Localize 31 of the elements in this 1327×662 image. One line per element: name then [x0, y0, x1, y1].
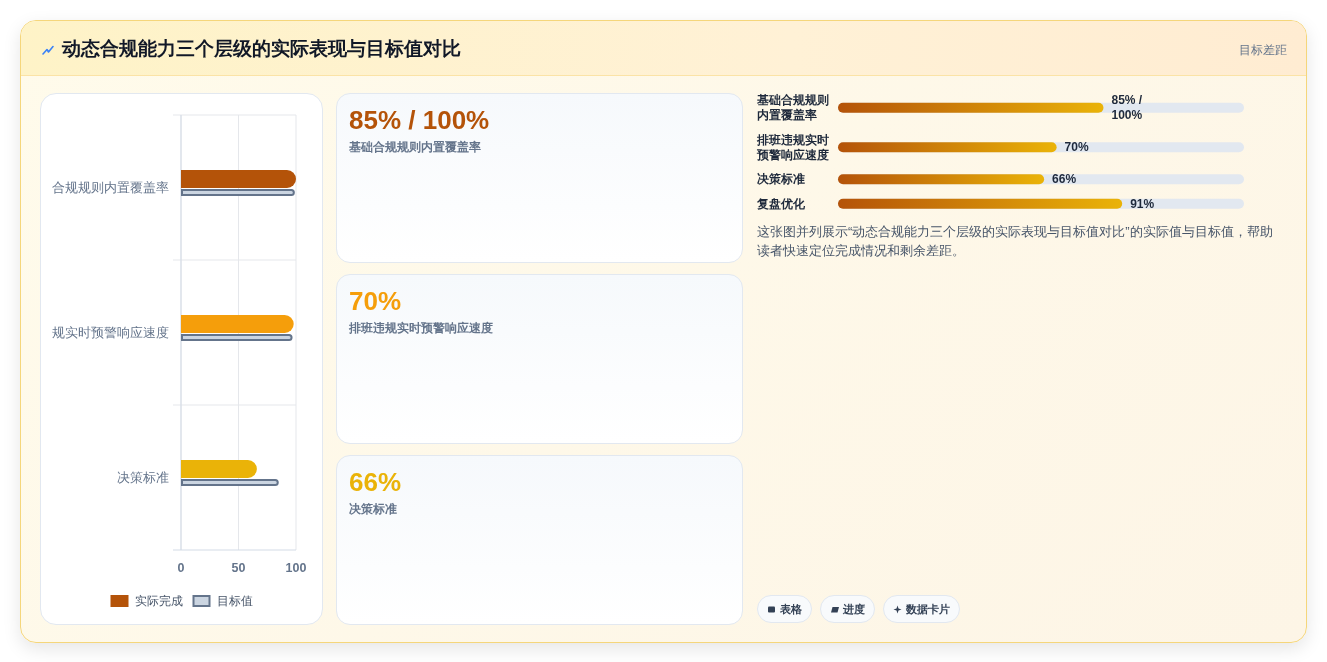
text: 决策标准 — [349, 501, 397, 517]
y-tick-label: 决策标准 — [757, 172, 805, 187]
text: 表格 — [780, 601, 802, 617]
text: 66% — [349, 466, 402, 498]
text: 70% — [349, 285, 402, 317]
y-tick-label: 合规规则内置覆盖率 — [52, 180, 169, 195]
x-tick-label: 0 — [177, 561, 185, 575]
data-label: 91% — [1130, 196, 1155, 211]
text: 进度 — [843, 601, 865, 617]
text: 目标差距 — [1239, 42, 1287, 59]
bar — [181, 315, 294, 333]
text: 85% / 100% — [349, 104, 490, 136]
text: 排班违规实时预警响应速度 — [349, 320, 493, 336]
text: 基础合规规则内置覆盖率 — [349, 139, 481, 155]
y-tick-label: 规实时预警响应速度 — [52, 325, 169, 340]
data-label: 70% — [1064, 140, 1089, 155]
data-label: 85% / 100% — [1111, 93, 1143, 123]
x-tick-label: 50 — [231, 561, 246, 575]
y-tick-label: 基础合规规则内置覆盖率 — [756, 93, 829, 123]
y-tick-label: 复盘优化 — [756, 196, 806, 211]
y-tick-label: 排班违规实时预警响应速度 — [756, 132, 829, 162]
legend-label: 目标值 — [216, 594, 253, 608]
text: 数据卡片 — [906, 601, 950, 617]
text: 这张图并列展示“动态合规能力三个层级的实际表现与目标值对比”的实际值与目标值，帮助读者快速定位完成情况和剩余差距。 — [757, 223, 1274, 260]
data-label: 66% — [1052, 172, 1077, 187]
legend-label: 实际完成 — [134, 594, 183, 608]
y-tick-label: 决策标准 — [117, 470, 169, 485]
x-tick-label: 100 — [285, 561, 307, 575]
bar — [181, 460, 257, 478]
bar — [181, 170, 296, 188]
text: 动态合规能力三个层级的实际表现与目标值对比 — [62, 37, 461, 61]
